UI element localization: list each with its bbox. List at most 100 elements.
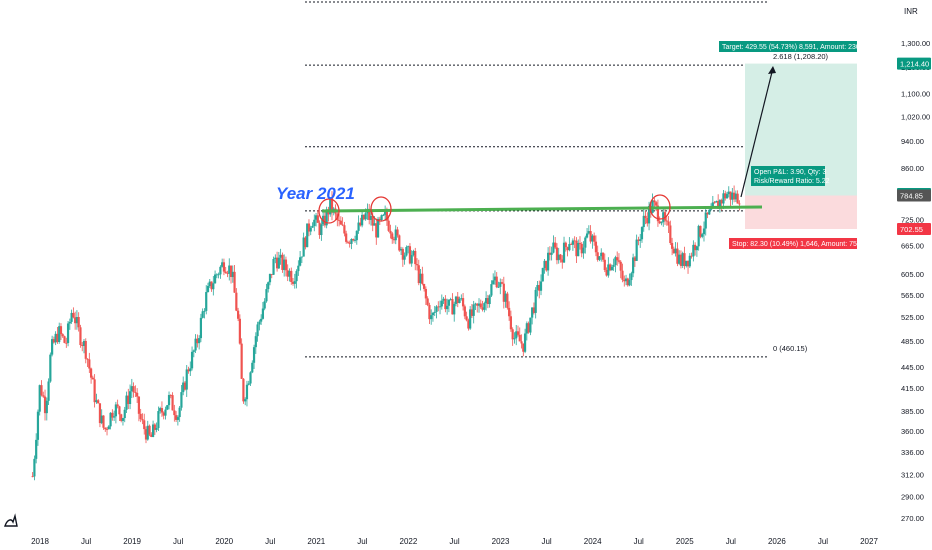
candle-body [419, 273, 422, 284]
candle-body [212, 283, 215, 290]
candle-body [421, 273, 424, 284]
candle-body [685, 260, 688, 267]
candle-body [148, 425, 151, 435]
x-tick-label: 2019 [123, 537, 141, 546]
candle-body [281, 254, 284, 270]
candle-body [663, 212, 667, 221]
candle-body [208, 281, 211, 287]
candle-body [541, 267, 544, 282]
candle-body [368, 208, 371, 220]
candle-body [341, 224, 344, 226]
candle-body [66, 323, 70, 343]
candle-body [139, 413, 142, 420]
candle-body [61, 334, 64, 337]
candle-body [639, 239, 642, 241]
candle-body [391, 233, 394, 240]
candle-body [695, 246, 698, 251]
candle-body [189, 368, 192, 372]
candle-body [222, 262, 226, 272]
position-tool[interactable]: Target: 429.55 (54.73%) 8,591, Amount: 2… [719, 41, 873, 249]
y-tick-label: 525.00 [901, 313, 924, 322]
candle-body [228, 265, 231, 274]
candle-body [414, 251, 417, 265]
year-annotation: Year 2021 [276, 184, 355, 203]
x-tick-label: Jul [818, 537, 828, 546]
candle-body [237, 310, 240, 319]
candle-body [376, 218, 380, 238]
x-axis[interactable]: 2018 Jul 2019 Jul 2020 Jul 2021 Jul 2022 Jul 2023 J… [31, 537, 878, 546]
candle-body [288, 270, 291, 277]
candle-body [323, 215, 327, 226]
candle-body [704, 212, 707, 229]
candle-body [252, 347, 256, 363]
candle-body [720, 200, 723, 204]
candle-body [159, 408, 162, 412]
candle-body [198, 338, 201, 344]
price-tag [897, 57, 931, 70]
candle-body [290, 270, 293, 282]
candle-body [86, 358, 89, 360]
candle-body [54, 333, 57, 343]
horizontal-trendline [321, 205, 763, 213]
candle-body [623, 279, 626, 282]
candle-body [584, 237, 587, 248]
y-axis[interactable]: 1,300.001,200.001,100.001,020.00940.0086… [893, 0, 932, 550]
candle-body [520, 341, 523, 344]
x-tick-label: 2024 [584, 537, 602, 546]
y-tick-label: 415.00 [901, 384, 924, 393]
x-tick-label: 2020 [215, 537, 233, 546]
candle-body [176, 417, 179, 420]
candle-body [329, 197, 332, 215]
candle-body [587, 231, 590, 234]
candle-body [125, 395, 128, 410]
candle-body [316, 215, 319, 223]
candle-body [644, 215, 647, 219]
candle-body [235, 292, 238, 311]
x-tick-label: 2027 [860, 537, 878, 546]
candle-body [52, 339, 55, 343]
candle-body [375, 223, 378, 238]
target-arrow [740, 67, 774, 198]
x-tick-label: 2022 [400, 537, 418, 546]
pnl-label: Open P&L: 3.90, Qty: 3 [754, 169, 826, 176]
candle-body [84, 340, 87, 359]
target-label: Target: 429.55 (54.73%) 8,591, Amount: 2… [722, 44, 873, 51]
candle-body [364, 213, 367, 220]
candle-body [552, 242, 555, 253]
candle-body [201, 311, 204, 318]
candle-body [295, 271, 298, 282]
candle-body [311, 225, 314, 228]
y-tick-label: 1,300.00 [901, 39, 930, 48]
candle-body [297, 265, 300, 272]
candle-body [155, 428, 158, 430]
candle-body [146, 425, 149, 440]
candle-body [417, 265, 420, 284]
candle-body [345, 233, 348, 242]
candle-body [240, 343, 243, 379]
candle-body [33, 458, 36, 477]
annotations [318, 66, 776, 224]
candle-body [447, 299, 451, 306]
candle-body [718, 200, 722, 209]
candle-body [633, 257, 636, 261]
candle-body [630, 273, 633, 281]
tradingview-logo-icon [4, 513, 18, 527]
candle-body [219, 266, 222, 275]
y-tick-label: 1,100.00 [901, 89, 930, 98]
candle-body [554, 242, 557, 248]
candle-body [306, 223, 309, 248]
candle-body [116, 404, 119, 407]
candle-body [596, 252, 599, 260]
candle-body [123, 409, 126, 419]
candle-body [398, 235, 401, 251]
candle-body [233, 271, 236, 293]
candle-body [352, 239, 355, 241]
candle-body [258, 321, 261, 325]
candle-body [190, 351, 194, 369]
candle-body [242, 378, 245, 402]
candle-body [548, 252, 551, 255]
candle-body [738, 203, 741, 205]
candle-body [167, 394, 171, 406]
candle-body [141, 419, 144, 421]
